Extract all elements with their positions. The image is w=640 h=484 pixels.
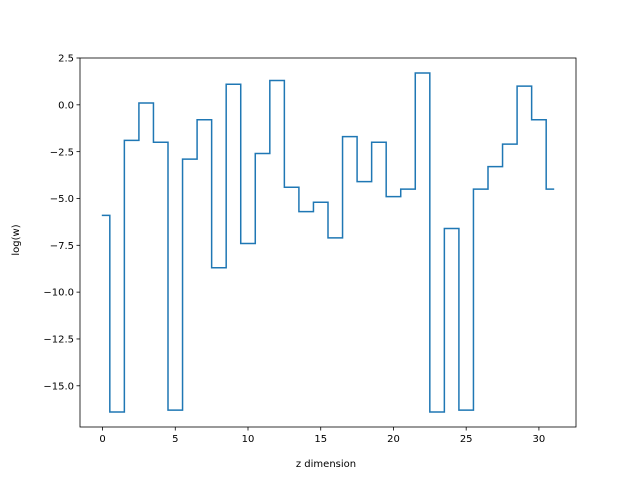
- x-tick-label: 15: [314, 434, 327, 445]
- plot-area: [79, 57, 577, 428]
- series-line: [101, 72, 555, 413]
- x-axis-ticks: 0 5 10 15 20 25 30: [99, 427, 545, 445]
- y-tick-label: −10.0: [43, 288, 74, 299]
- x-tick-label: 5: [172, 434, 178, 445]
- y-tick-label: −7.5: [50, 241, 74, 252]
- y-tick-label: 2.5: [58, 54, 74, 65]
- y-axis-label: log(w): [11, 224, 22, 255]
- y-tick-label: −15.0: [43, 381, 74, 392]
- x-tick-label: 30: [533, 434, 546, 445]
- y-tick-label: −2.5: [50, 147, 74, 158]
- y-tick-label: −12.5: [43, 335, 74, 346]
- x-tick-label: 20: [387, 434, 400, 445]
- x-tick-label: 10: [242, 434, 255, 445]
- x-axis-label: z dimension: [296, 459, 356, 470]
- x-tick-label: 0: [99, 434, 105, 445]
- axes-frame: [79, 57, 577, 428]
- y-axis-ticks: 2.5 0.0 −2.5 −5.0 −7.5 −10.0 −12.5 −15.0: [43, 54, 80, 392]
- y-tick-label: 0.0: [58, 100, 74, 111]
- y-tick-label: −5.0: [50, 194, 74, 205]
- x-tick-label: 25: [460, 434, 473, 445]
